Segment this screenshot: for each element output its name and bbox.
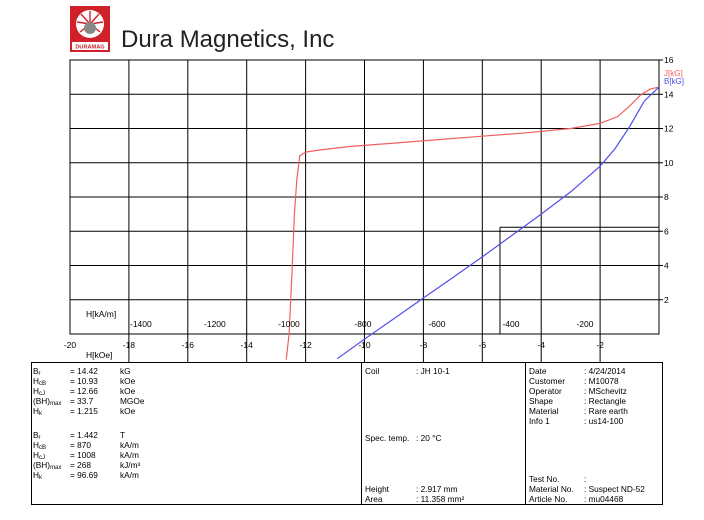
param-hcj-si-label: HcJ bbox=[33, 450, 45, 461]
param-br-value: = 14.42 bbox=[70, 366, 98, 376]
param-br-si-label: Br bbox=[33, 430, 41, 441]
x-top-tick-label: -200 bbox=[576, 319, 593, 329]
info1-value: : us14-100 bbox=[584, 416, 624, 426]
material-no-value: : Suspect ND-52 bbox=[584, 484, 645, 494]
height-value: : 2.917 mm bbox=[416, 484, 458, 494]
y-tick-label: 10 bbox=[664, 158, 674, 168]
customer-label: Customer bbox=[529, 376, 565, 386]
bhmax-rectangle bbox=[499, 226, 659, 334]
param-bhmax-si-label: (BH)max bbox=[33, 460, 62, 471]
y-tick-label: 12 bbox=[664, 124, 674, 134]
x-top-tick-label: -1000 bbox=[278, 319, 300, 329]
x-tick-label: -12 bbox=[299, 340, 312, 350]
x-top-tick-label: -1200 bbox=[204, 319, 226, 329]
info1-label: Info 1 bbox=[529, 416, 550, 426]
material-label: Material bbox=[529, 406, 559, 416]
article-no-value: : mu04468 bbox=[584, 494, 624, 504]
param-hk-unit: kOe bbox=[120, 406, 136, 416]
parameter-panel: Br = 14.42 kG HcB = 10.93 kOe HcJ = 12.6… bbox=[31, 362, 663, 505]
shape-label: Shape bbox=[529, 396, 553, 406]
x-top-tick-label: -600 bbox=[428, 319, 445, 329]
date-label: Date bbox=[529, 366, 547, 376]
chart-labels: 2 4 6 8 10 12 14 16 -20 -18 -16 -14 -12 -10 -8 -6 -4 -2 H[… bbox=[64, 55, 684, 360]
x-tick-label: -10 bbox=[358, 340, 371, 350]
operator-value: : MSchevitz bbox=[584, 386, 627, 396]
article-no-label: Article No. bbox=[529, 494, 568, 504]
param-hcb-si-value: = 870 bbox=[70, 440, 91, 450]
param-br-unit: kG bbox=[120, 366, 131, 376]
param-hcj-value: = 12.66 bbox=[70, 386, 98, 396]
chart-series bbox=[285, 86, 660, 360]
param-hcb-si-label: HcB bbox=[33, 440, 47, 451]
x-tick-label: -14 bbox=[241, 340, 254, 350]
param-hk-si-value: = 96.69 bbox=[70, 470, 98, 480]
y-tick-label: 8 bbox=[664, 192, 669, 202]
y-tick-label: 4 bbox=[664, 261, 669, 271]
y-tick-label: 16 bbox=[664, 55, 674, 65]
company-name: Dura Magnetics, Inc bbox=[121, 26, 335, 53]
param-hk-value: = 1.215 bbox=[70, 406, 98, 416]
x-tick-label: -4 bbox=[537, 340, 545, 350]
x-tick-label: -20 bbox=[64, 340, 77, 350]
legend-entry-j: J[kG] bbox=[664, 69, 683, 78]
param-hcb-si-unit: kA/m bbox=[120, 440, 139, 450]
x-tick-label: -2 bbox=[596, 340, 604, 350]
param-hcj-label: HcJ bbox=[33, 386, 45, 397]
shape-value: : Rectangle bbox=[584, 396, 626, 406]
x-tick-label: -16 bbox=[182, 340, 195, 350]
series-line-j bbox=[285, 86, 660, 360]
operator-label: Operator bbox=[529, 386, 562, 396]
x-tick-label: -6 bbox=[479, 340, 487, 350]
test-no-label: Test No. bbox=[529, 474, 560, 484]
param-bhmax-value: = 33.7 bbox=[70, 396, 94, 406]
spec-temp-label: Spec. temp. bbox=[365, 433, 410, 443]
x-top-axis-label: H[kA/m] bbox=[86, 309, 116, 319]
material-no-label: Material No. bbox=[529, 484, 574, 494]
date-value: : 4/24/2014 bbox=[584, 366, 626, 376]
param-br-si-unit: T bbox=[120, 430, 126, 440]
y-tick-label: 6 bbox=[664, 226, 669, 236]
demagnetization-chart: 2 4 6 8 10 12 14 16 -20 -18 -16 -14 -12 -10 -8 -6 -4 -2 H[… bbox=[64, 55, 684, 362]
spec-temp-value: : 20 °C bbox=[416, 433, 442, 443]
height-label: Height bbox=[365, 484, 389, 494]
coil-label: Coil bbox=[365, 366, 380, 376]
param-hcb-unit: kOe bbox=[120, 376, 136, 386]
test-no-value: : bbox=[584, 474, 587, 484]
param-hcb-value: = 10.93 bbox=[70, 376, 98, 386]
customer-value: : M10078 bbox=[584, 376, 619, 386]
param-hk-label: Hk bbox=[33, 406, 42, 417]
x-axis-label: H[kOe] bbox=[86, 350, 112, 360]
param-hk-si-unit: kA/m bbox=[120, 470, 139, 480]
chart-grid bbox=[69, 59, 663, 362]
param-hcj-si-unit: kA/m bbox=[120, 450, 139, 460]
coil-value: : JH 10-1 bbox=[416, 366, 450, 376]
x-top-tick-label: -400 bbox=[502, 319, 519, 329]
param-hcj-si-value: = 1008 bbox=[70, 450, 96, 460]
x-tick-label: -8 bbox=[420, 340, 428, 350]
param-bhmax-unit: MGOe bbox=[120, 396, 145, 406]
series-line-b bbox=[336, 86, 660, 360]
area-label: Area bbox=[365, 494, 383, 504]
param-hcj-unit: kOe bbox=[120, 386, 136, 396]
material-value: : Rare earth bbox=[584, 406, 628, 416]
param-bhmax-si-unit: kJ/m³ bbox=[120, 460, 141, 470]
param-hcb-label: HcB bbox=[33, 376, 47, 387]
param-hk-si-label: Hk bbox=[33, 470, 42, 481]
y-tick-label: 2 bbox=[664, 295, 669, 305]
param-bhmax-label: (BH)max bbox=[33, 396, 62, 407]
param-br-si-value: = 1.442 bbox=[70, 430, 98, 440]
area-value: : 11.358 mm² bbox=[416, 494, 465, 504]
logo-text: DURAMAG bbox=[75, 45, 104, 51]
param-br-label: Br bbox=[33, 366, 41, 377]
x-top-tick-label: -1400 bbox=[130, 319, 152, 329]
x-top-tick-label: -800 bbox=[354, 319, 371, 329]
x-tick-label: -18 bbox=[123, 340, 136, 350]
legend-entry-b: B[kG] bbox=[664, 77, 684, 86]
y-tick-label: 14 bbox=[664, 89, 674, 99]
param-bhmax-si-value: = 268 bbox=[70, 460, 91, 470]
duramag-logo: DURAMAG bbox=[70, 6, 110, 52]
